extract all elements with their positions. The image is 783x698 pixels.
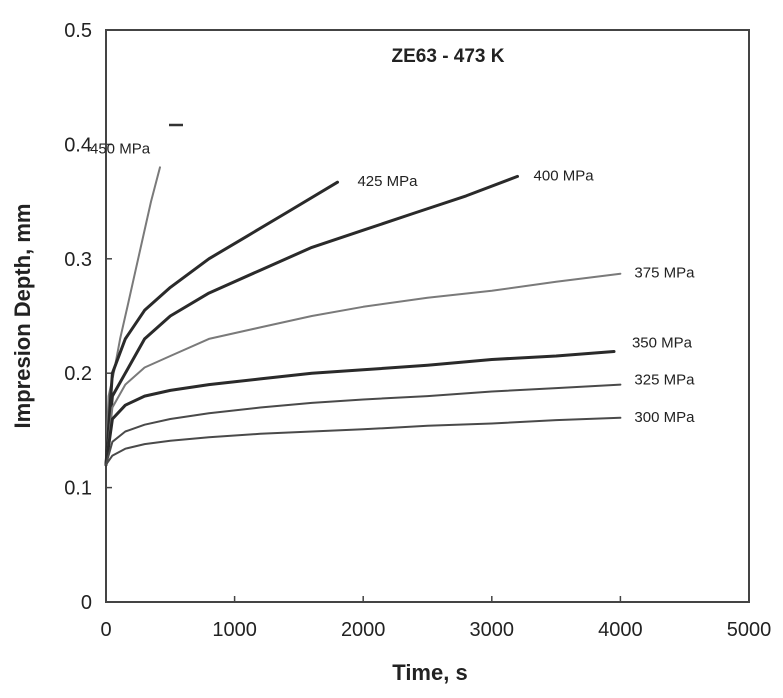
x-tick-label: 4000: [598, 619, 643, 641]
plot-frame: [105, 29, 750, 603]
series-line-450-mpa: [105, 166, 161, 466]
x-tick-label: 3000: [470, 619, 515, 641]
series-line-425-mpa: [104, 180, 339, 467]
chart-title: ZE63 - 473 K: [392, 46, 505, 67]
series-label: 400 MPa: [534, 167, 595, 184]
series-label: 425 MPa: [357, 173, 418, 190]
y-tick-label: 0.3: [64, 249, 92, 271]
series-label: 350 MPa: [632, 334, 693, 351]
series-label: 300 MPa: [634, 409, 695, 426]
series-labels: 450 MPa 425 MPa 400 MPa 375 MPa 350 MPa 325 M…: [90, 140, 695, 426]
x-tick-label: 2000: [341, 619, 386, 641]
y-tick-label: 0.5: [64, 20, 92, 42]
series-line-325-mpa: [105, 383, 622, 466]
y-axis-title: Impresion Depth, mm: [10, 204, 35, 429]
series-label: 450 MPa: [90, 140, 151, 157]
x-axis-title: Time, s: [392, 660, 467, 685]
series-line-375-mpa: [105, 272, 622, 466]
y-tick-label: 0.1: [64, 478, 92, 500]
series-line-300-mpa: [105, 416, 622, 466]
series-line-400-mpa: [104, 174, 519, 467]
series-label: 375 MPa: [634, 265, 695, 282]
x-tick-label: 5000: [727, 619, 772, 641]
series-line-350-mpa: [104, 350, 616, 467]
y-axis-ticks: 0 0.1 0.2 0.3 0.4 0.5: [64, 20, 112, 614]
series-lines: [104, 166, 622, 467]
x-axis-ticks: 0 1000 2000 3000 4000 5000: [100, 596, 771, 641]
series-label: 325 MPa: [634, 372, 695, 389]
x-tick-label: 1000: [212, 619, 257, 641]
y-tick-label: 0.4: [64, 134, 92, 156]
x-tick-label: 0: [100, 619, 111, 641]
y-tick-label: 0.2: [64, 363, 92, 385]
y-tick-label: 0: [81, 592, 92, 614]
